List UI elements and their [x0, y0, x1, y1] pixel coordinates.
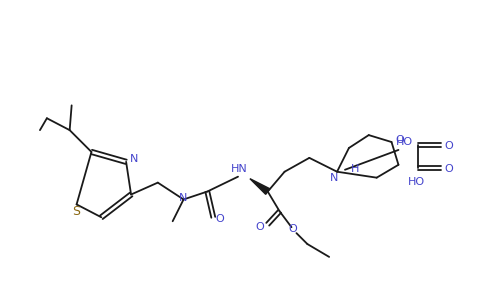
Text: N: N: [130, 154, 138, 164]
Text: O: O: [394, 135, 403, 145]
Text: N: N: [329, 173, 337, 183]
Text: O: O: [216, 214, 224, 224]
Text: H: H: [350, 164, 359, 174]
Text: HN: HN: [230, 164, 247, 174]
Text: O: O: [444, 141, 453, 151]
Polygon shape: [250, 179, 269, 194]
Text: O: O: [288, 224, 296, 234]
Text: O: O: [255, 222, 264, 232]
Text: HO: HO: [407, 177, 424, 187]
Text: N: N: [179, 194, 187, 203]
Text: S: S: [72, 205, 81, 218]
Text: O: O: [444, 164, 453, 174]
Text: HO: HO: [395, 137, 412, 147]
